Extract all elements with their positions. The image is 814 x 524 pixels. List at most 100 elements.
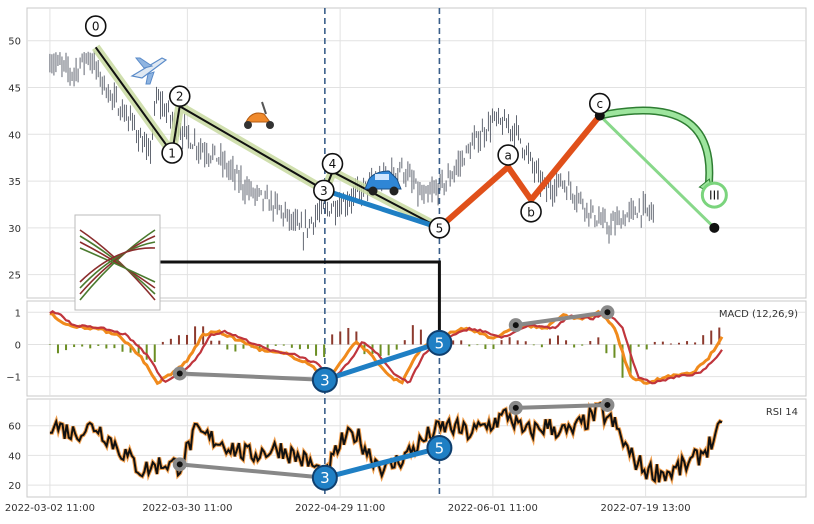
rsi-panel-label: RSI 14 [766, 407, 798, 418]
macd-histogram-bar [234, 344, 237, 352]
wave-label: III [709, 189, 720, 203]
wave-label-circle [321, 152, 344, 175]
macd-histogram-bar [121, 344, 124, 352]
macd-panel-label: MACD (12,26,9) [719, 309, 798, 320]
macd-histogram-bar [48, 344, 51, 345]
forecast-arrow [599, 108, 712, 190]
macd-histogram-bar [492, 344, 495, 349]
macd-histogram-bar [403, 340, 406, 345]
airplane-wings [134, 57, 155, 85]
macd-histogram-bar [315, 344, 318, 356]
car-wheel [389, 186, 399, 196]
rsi-wave-marker [426, 435, 453, 461]
macd-histogram-bar [557, 335, 560, 345]
macd-histogram-bar [524, 341, 527, 345]
macd-histogram-bar [573, 344, 576, 348]
wave-label-circle [428, 217, 451, 239]
macd-histogram-bar [113, 344, 116, 349]
macd-histogram-bar [589, 341, 592, 345]
y-tick-label-macd: −1 [6, 373, 21, 384]
macd-histogram-bar [73, 344, 76, 348]
rsi-wave-marker [311, 464, 338, 491]
macd-histogram-bar [661, 341, 664, 345]
inset-curve [79, 247, 156, 283]
y-tick-label-macd: 1 [15, 308, 21, 319]
wave-label: 1 [168, 147, 176, 161]
wave-label-circle [168, 85, 191, 108]
car-wheel [368, 186, 378, 196]
y-tick-label-rsi: 40 [8, 451, 21, 462]
macd-histogram-bar [194, 326, 197, 345]
car-icon [364, 170, 402, 196]
x-tick-label: 2022-04-29 11:00 [295, 503, 385, 514]
macd-histogram-bar [153, 344, 156, 363]
rsi-pivot-dot [604, 401, 611, 408]
x-tick-label: 2022-03-30 11:00 [142, 503, 232, 514]
rsi-pivot-dot [512, 404, 519, 411]
x-tick-label: 2022-03-02 11:00 [5, 503, 95, 514]
wave-label-circle [700, 181, 728, 209]
macd-histogram-bar [532, 344, 535, 346]
projection-end-dot [709, 222, 720, 233]
macd-histogram-bar [653, 341, 656, 345]
macd-histogram-bar [460, 340, 463, 345]
rsi-wave-leg [324, 445, 441, 481]
scooter-icon [244, 101, 274, 129]
macd-wave-marker-label: 3 [320, 371, 330, 389]
car-window [375, 174, 389, 180]
macd-histogram-bar [468, 344, 471, 347]
macd-histogram-bar [306, 344, 309, 349]
wave-3-5-leg [324, 188, 441, 231]
macd-histogram-bar [419, 329, 422, 345]
macd-histogram-bar [81, 344, 84, 347]
macd-histogram-bar [645, 344, 648, 350]
macd-wave-marker-label: 5 [435, 334, 445, 352]
y-tick-label-price: 45 [8, 84, 21, 95]
projection-line [598, 114, 716, 229]
macd-divergence-line [515, 310, 608, 328]
macd-histogram-bar [637, 344, 640, 347]
macd-wave-marker [311, 366, 338, 393]
macd-histogram-bar [56, 344, 59, 354]
macd-histogram-bar [129, 344, 132, 353]
macd-histogram-bar [65, 344, 68, 351]
y-tick-label-price: 40 [8, 130, 21, 141]
x-tick-label: 2022-06-01 11:00 [448, 503, 538, 514]
macd-histogram-bar [266, 344, 269, 348]
macd-histogram-bar [581, 344, 584, 346]
macd-histogram-bar [629, 344, 632, 375]
rsi-divergence-line [515, 402, 608, 410]
y-tick-label-price: 25 [8, 271, 21, 282]
y-tick-label-price: 35 [8, 177, 21, 188]
macd-histogram-bar [97, 344, 100, 346]
macd-histogram-bar [500, 340, 503, 345]
rsi-wave-marker-label: 5 [435, 440, 445, 458]
macd-divergence-line [179, 371, 325, 382]
x-tick-label: 2022-07-19 13:00 [601, 503, 691, 514]
macd-histogram-bar [347, 327, 350, 345]
macd-wave-marker [426, 329, 453, 356]
wave-label: 3 [320, 184, 328, 198]
y-tick-label-price: 50 [8, 37, 21, 48]
macd-histogram-bar [686, 341, 689, 345]
macd-pivot-dot [512, 322, 519, 329]
macd-histogram-bar [476, 344, 479, 346]
macd-histogram-bar [540, 344, 543, 348]
wave-label: b [527, 205, 535, 219]
macd-histogram-bar [218, 340, 221, 345]
impulse-wave-line [94, 46, 440, 229]
macd-histogram-bar [702, 335, 705, 345]
macd-histogram-bar [516, 340, 519, 345]
wave-label: 0 [92, 20, 100, 34]
inset-curve [79, 235, 156, 295]
wave-label: c [596, 97, 603, 111]
macd-histogram-bar [508, 337, 511, 345]
macd-histogram-bar [452, 340, 455, 345]
scooter-body [245, 112, 271, 123]
macd-wave-leg [324, 340, 441, 383]
macd-histogram-bar [298, 344, 301, 350]
macd-histogram-bar [105, 344, 108, 349]
macd-histogram-bar [605, 344, 608, 354]
wave-label-circle [84, 15, 107, 37]
